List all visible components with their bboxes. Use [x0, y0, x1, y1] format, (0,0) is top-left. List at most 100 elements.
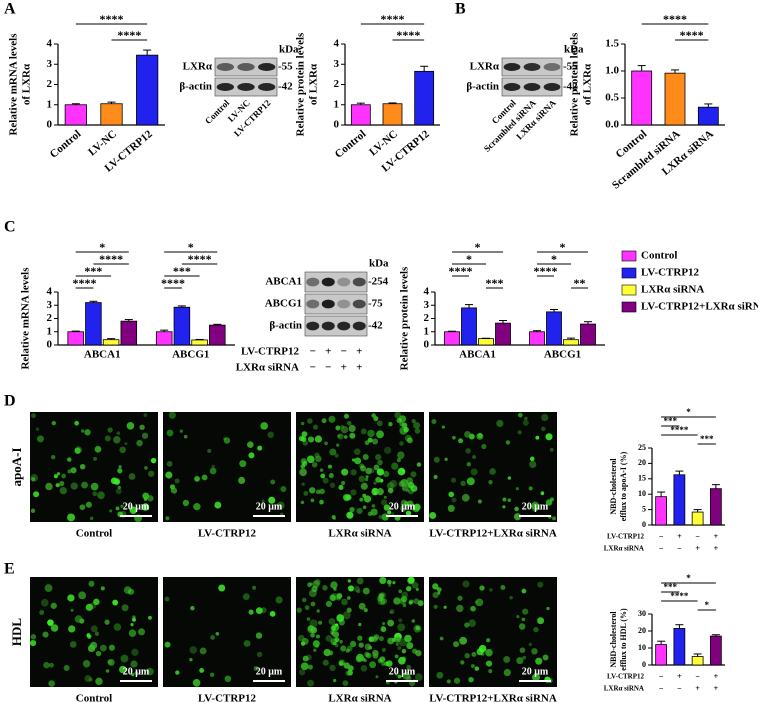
micrograph — [163, 577, 291, 687]
cell — [128, 629, 137, 637]
cell — [519, 647, 526, 654]
cell — [270, 479, 276, 485]
cell — [545, 499, 553, 506]
cell — [354, 586, 360, 592]
cell — [253, 666, 259, 671]
cell — [117, 485, 121, 490]
cell — [373, 492, 377, 496]
condition-sign: + — [714, 544, 719, 553]
significance-label: **** — [670, 591, 689, 601]
bar — [495, 322, 511, 346]
significance-label: **** — [99, 252, 123, 266]
condition-sign: − — [677, 684, 682, 693]
cell — [31, 477, 36, 482]
condition-name: LV-CTRP12 — [607, 673, 644, 681]
cell — [40, 598, 49, 607]
y-axis-title: Relative protein levels — [295, 32, 307, 136]
cell — [131, 673, 135, 677]
bar — [67, 331, 84, 346]
cell — [388, 583, 392, 588]
cell — [521, 617, 526, 622]
significance-label: * — [99, 240, 105, 254]
cell — [367, 437, 373, 443]
cell — [59, 481, 65, 487]
blot-band — [503, 63, 521, 71]
cell — [489, 588, 493, 592]
y-tick-label: 3 — [424, 299, 430, 311]
cell — [104, 619, 110, 625]
cell — [380, 499, 388, 506]
bar — [444, 331, 460, 346]
blot-size-label: -42 — [368, 320, 383, 332]
significance-label: **** — [73, 276, 97, 290]
cell — [323, 648, 331, 657]
cell — [396, 458, 401, 463]
cell — [453, 641, 460, 648]
cell — [452, 435, 456, 440]
cell — [223, 437, 231, 444]
cell — [364, 477, 369, 482]
cell — [327, 464, 332, 469]
cell — [126, 422, 135, 430]
cell — [470, 605, 476, 612]
significance-label: **** — [670, 425, 689, 435]
cell — [319, 468, 324, 472]
cell — [356, 507, 363, 515]
cell — [311, 461, 318, 468]
y-tick-label: 3 — [334, 58, 340, 70]
cell — [362, 505, 367, 510]
y-tick-label: 1 — [47, 98, 53, 110]
cell — [113, 623, 122, 631]
cell — [387, 637, 395, 645]
cell — [80, 429, 85, 433]
cell — [39, 610, 45, 615]
cell — [329, 448, 337, 456]
y-tick-label: 30 — [638, 609, 646, 618]
cell — [522, 419, 529, 426]
y-tick-label: 4 — [47, 38, 53, 50]
bar — [64, 104, 87, 126]
cell — [346, 596, 351, 600]
cell — [371, 487, 379, 496]
y-axis-title: efflux to apoA-I (%) — [619, 451, 628, 521]
bar — [136, 54, 159, 126]
cell — [299, 468, 307, 477]
cell — [414, 428, 421, 434]
y-tick-label: 0 — [642, 660, 646, 669]
y-tick-label: 2 — [334, 78, 340, 90]
y-tick-label: 0 — [47, 339, 53, 351]
cell — [412, 505, 420, 513]
condition-name: LXRα siRNA — [604, 545, 644, 553]
cell — [328, 415, 336, 423]
cell — [537, 581, 544, 588]
significance-label: *** — [486, 276, 504, 290]
cell — [276, 501, 285, 510]
scale-bar-label: 20 μm — [389, 666, 416, 677]
cell — [372, 488, 377, 492]
cell — [411, 582, 419, 589]
y-tick-label: 4 — [47, 286, 53, 298]
cell — [100, 586, 105, 591]
cell — [298, 669, 306, 676]
bar — [461, 307, 477, 346]
bar — [100, 103, 123, 126]
legend-label: LV-CTRP12+LXRα siRNA — [641, 301, 758, 313]
x-tick-label: Control — [48, 128, 84, 161]
cell — [340, 480, 346, 486]
cell — [238, 476, 246, 484]
cell — [306, 617, 311, 621]
y-axis-title: Relative mRNA levels — [20, 267, 32, 370]
cell — [332, 678, 337, 683]
cell — [109, 509, 113, 513]
condition-sign: + — [714, 672, 719, 681]
cell — [415, 587, 419, 591]
bar — [710, 488, 722, 526]
cell — [316, 609, 320, 613]
cell — [356, 589, 361, 594]
cell — [479, 585, 485, 591]
cell — [201, 474, 208, 481]
cell — [30, 508, 36, 513]
cell — [373, 416, 379, 422]
cell — [383, 495, 387, 499]
significance-label: **** — [680, 28, 704, 42]
